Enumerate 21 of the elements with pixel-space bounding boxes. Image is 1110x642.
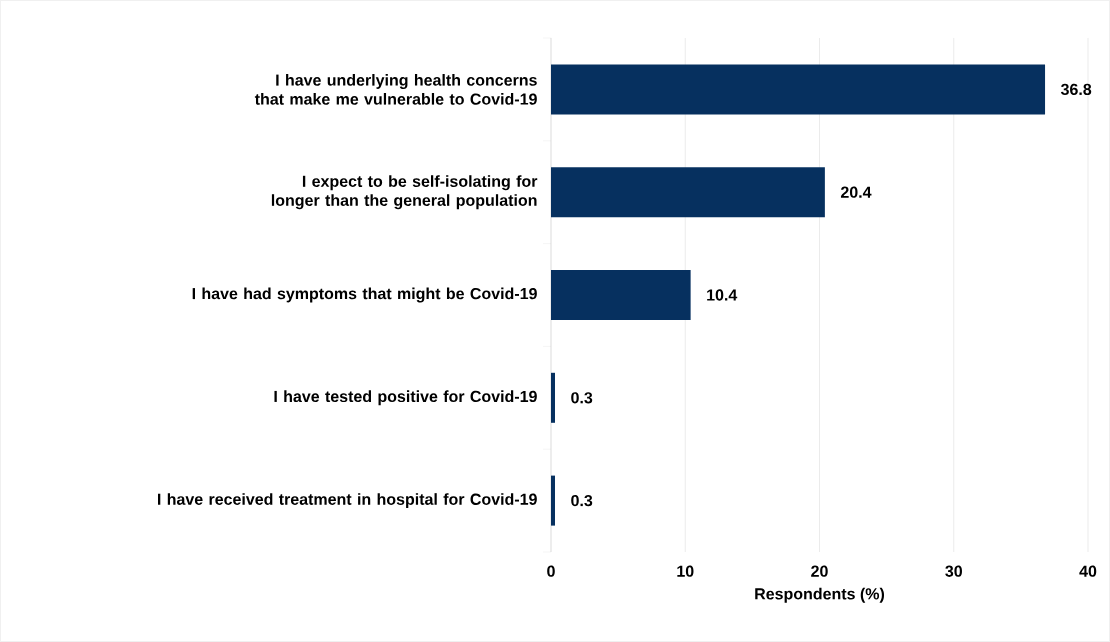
x-tick-label: 0 — [547, 565, 555, 577]
x-axis-title: Respondents (%) — [755, 587, 885, 603]
data-label: 10.4 — [707, 289, 738, 301]
y-tick-label: I have had symptoms that might be Covid-19 — [192, 287, 537, 303]
bar — [551, 270, 691, 320]
x-tick-label: 10 — [677, 565, 694, 577]
y-tick-label: I have tested positive for Covid-19 — [274, 390, 537, 406]
data-label: 20.4 — [840, 186, 872, 198]
data-label: 36.8 — [1060, 83, 1092, 96]
data-label: 0.3 — [571, 392, 593, 404]
y-tick-label: I expect to be self-isolating for longer than the general population — [271, 175, 538, 210]
bar — [551, 167, 825, 218]
x-tick-label: 30 — [945, 565, 962, 577]
x-tick-label: 40 — [1079, 565, 1097, 577]
y-tick-label: I have received treatment in hospital for Covid-19 — [157, 493, 537, 509]
bar — [551, 475, 556, 526]
data-label: 0.3 — [571, 494, 593, 507]
bar — [551, 64, 1046, 115]
y-tick-label: I have underlying health concerns that make me vulnerable to Covid-19 — [254, 74, 537, 105]
bar — [551, 372, 556, 423]
x-tick-label: 20 — [811, 565, 828, 577]
